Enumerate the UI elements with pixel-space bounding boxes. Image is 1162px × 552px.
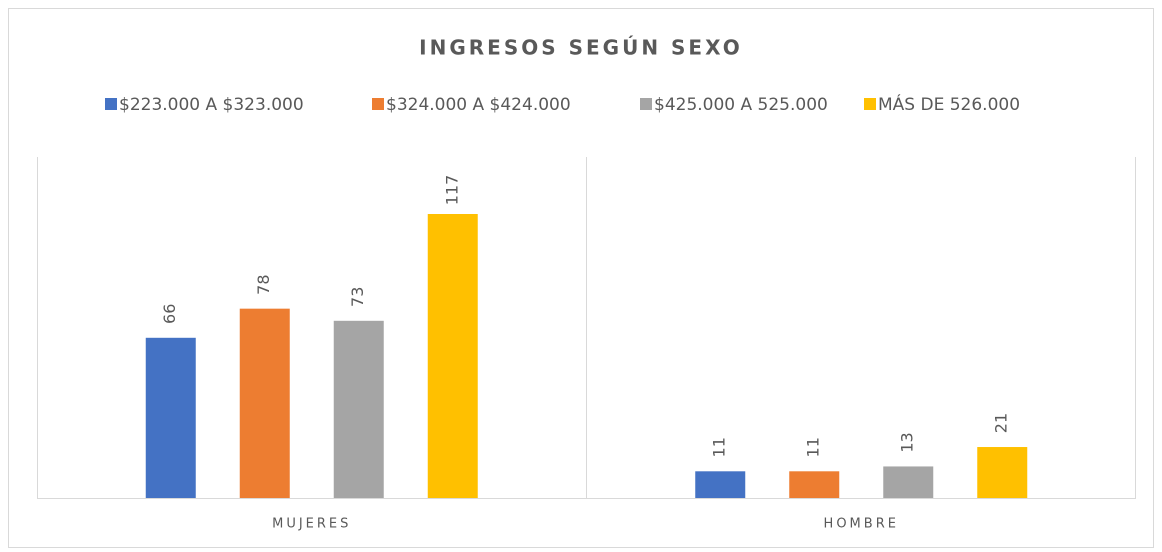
legend-swatch — [640, 98, 652, 110]
bar — [695, 471, 746, 498]
legend-swatch — [372, 98, 384, 110]
bar — [427, 214, 478, 498]
x-tick-label: MUJERES — [272, 517, 351, 532]
data-label: 66 — [160, 304, 179, 324]
data-label: 11 — [710, 437, 729, 457]
legend-swatch — [864, 98, 876, 110]
legend-label: MÁS DE 526.000 — [878, 93, 1020, 115]
data-label: 117 — [442, 175, 461, 206]
data-label: 78 — [254, 274, 273, 294]
bar — [977, 447, 1028, 498]
data-label: 73 — [348, 287, 367, 307]
legend-label: $324.000 A $424.000 — [386, 95, 571, 115]
bar — [789, 471, 840, 498]
bar — [333, 320, 384, 498]
chart-title: INGRESOS SEGÚN SEXO — [419, 36, 743, 60]
bar — [239, 308, 290, 498]
data-label: 21 — [992, 413, 1011, 433]
bar — [883, 466, 934, 498]
legend-label: $425.000 A 525.000 — [654, 95, 828, 115]
plot-frame — [37, 157, 1136, 499]
x-tick-label: HOMBRE — [824, 517, 899, 532]
legend-label: $223.000 A $323.000 — [119, 95, 304, 115]
data-label: 13 — [898, 432, 917, 452]
data-label: 11 — [804, 437, 823, 457]
legend-swatch — [105, 98, 117, 110]
chart-border — [8, 8, 1154, 548]
bar — [145, 337, 196, 498]
